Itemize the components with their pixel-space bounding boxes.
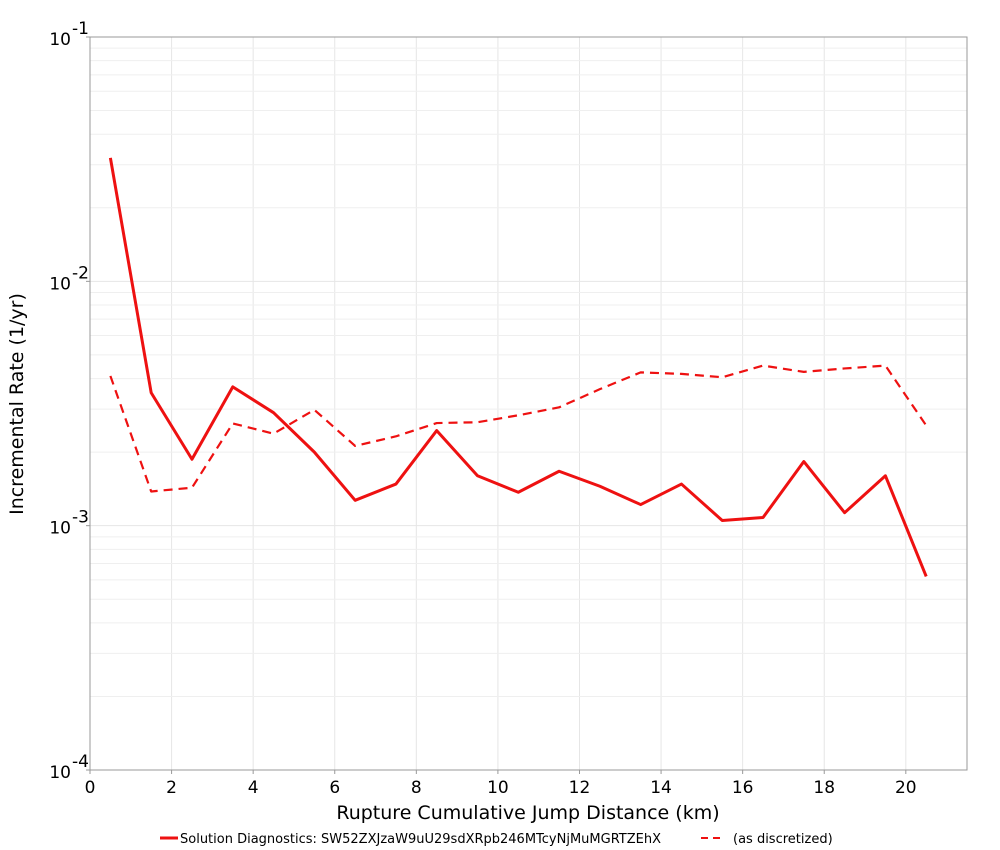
legend: Solution Diagnostics: SW52ZXJzaW9uU29sdX… xyxy=(160,832,833,847)
y-tick-label-2: 10-3 xyxy=(49,508,89,539)
y-axis-ticks: 10-110-210-310-4 xyxy=(49,19,90,783)
x-tick-label-9: 18 xyxy=(813,778,835,798)
x-tick-label-10: 20 xyxy=(895,778,917,798)
x-axis-title: Rupture Cumulative Jump Distance (km) xyxy=(336,802,719,824)
x-tick-label-8: 16 xyxy=(732,778,754,798)
y-tick-label-0: 10-1 xyxy=(49,19,89,50)
plot-frame xyxy=(89,36,968,771)
x-tick-label-3: 6 xyxy=(329,778,340,798)
y-tick-base-3: 10 xyxy=(49,763,71,783)
series-line-discretized xyxy=(109,364,928,493)
y-tick-label-1: 10-2 xyxy=(49,263,89,294)
x-tick-label-2: 4 xyxy=(248,778,259,798)
x-axis-ticks: 0 2 4 6 8 10 12 14 16 18 20 xyxy=(85,770,917,798)
x-tick-label-7: 14 xyxy=(650,778,672,798)
x-tick-label-5: 10 xyxy=(487,778,509,798)
x-tick-label-1: 2 xyxy=(166,778,177,798)
y-tick-base-1: 10 xyxy=(49,274,71,294)
y-tick-exponent-1: -2 xyxy=(72,263,89,283)
legend-label-discretized: (as discretized) xyxy=(733,832,833,847)
y-tick-exponent-3: -4 xyxy=(72,752,89,772)
y-tick-label-3: 10-4 xyxy=(49,752,89,783)
x-tick-label-4: 8 xyxy=(411,778,422,798)
y-tick-base-0: 10 xyxy=(49,30,71,50)
x-tick-label-0: 0 xyxy=(85,778,96,798)
y-tick-exponent-2: -3 xyxy=(72,508,89,528)
series-line-solution xyxy=(108,157,928,577)
legend-label-solution: Solution Diagnostics: SW52ZXJzaW9uU29sdX… xyxy=(180,832,661,847)
x-tick-label-6: 12 xyxy=(569,778,591,798)
y-tick-exponent-0: -1 xyxy=(72,19,89,39)
y-tick-base-2: 10 xyxy=(49,519,71,539)
series-layer xyxy=(108,157,928,577)
y-axis-title: Incremental Rate (1/yr) xyxy=(6,293,28,515)
